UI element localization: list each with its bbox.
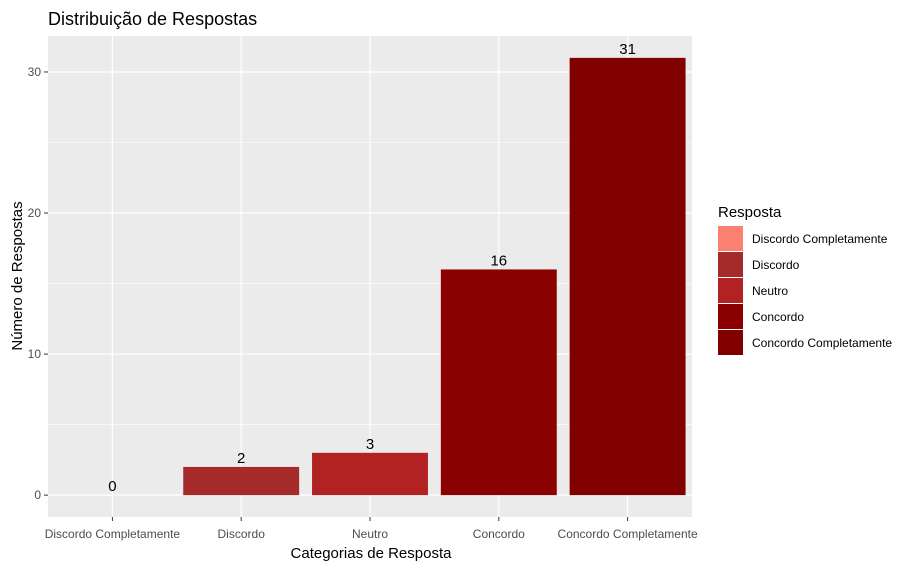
data-label: 31 [619, 41, 636, 58]
bar [312, 452, 428, 496]
x-tick-label: Concordo [473, 527, 525, 541]
legend-label: Discordo [752, 258, 800, 272]
legend-swatch [718, 226, 743, 251]
x-tick-label: Discordo Completamente [45, 527, 181, 541]
x-axis: Discordo Completamente Discordo Neutro Conc… [45, 517, 698, 541]
legend-swatch [718, 330, 743, 355]
x-tick-label: Discordo [218, 527, 266, 541]
legend-label: Discordo Completamente [752, 232, 888, 246]
data-label: 3 [366, 436, 374, 453]
legend-swatch [718, 278, 743, 303]
x-tick-label: Concordo Completamente [558, 527, 698, 541]
legend-label: Concordo [752, 310, 804, 324]
y-axis: 0 10 20 30 [28, 65, 48, 502]
data-labels: 0 2 3 16 31 [108, 41, 636, 495]
data-label: 2 [237, 450, 245, 467]
bar [183, 466, 300, 496]
legend-swatch [718, 304, 743, 329]
legend-swatch [718, 252, 743, 277]
y-tick-label: 20 [28, 206, 42, 220]
bars [183, 57, 686, 496]
y-tick-label: 10 [28, 347, 42, 361]
data-label: 0 [108, 478, 116, 495]
y-axis-title: Número de Respostas [9, 201, 26, 350]
x-tick-label: Neutro [352, 527, 388, 541]
legend: Resposta Discordo Completamente Discordo N… [718, 204, 892, 355]
chart-title: Distribuição de Respostas [48, 9, 257, 29]
legend-label: Concordo Completamente [752, 336, 892, 350]
legend-title: Resposta [718, 204, 782, 221]
bar [569, 57, 686, 496]
x-axis-title: Categorias de Resposta [291, 545, 453, 562]
bar [440, 269, 557, 496]
y-tick-label: 30 [28, 65, 42, 79]
y-tick-label: 0 [34, 488, 41, 502]
legend-label: Neutro [752, 284, 788, 298]
data-label: 16 [490, 252, 507, 269]
